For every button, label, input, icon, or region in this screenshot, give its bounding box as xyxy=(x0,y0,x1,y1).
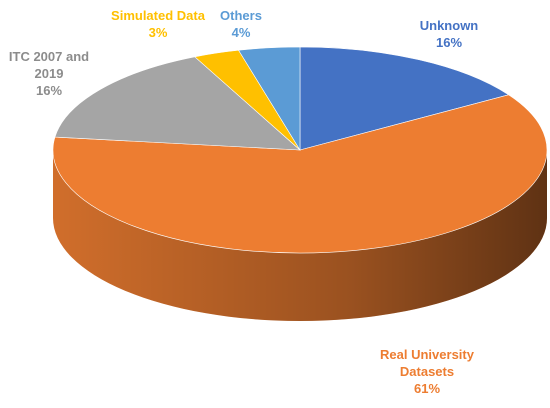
data-label: Unknown 16% xyxy=(404,17,494,51)
percent-label: 3% xyxy=(148,25,168,40)
category-label: Unknown xyxy=(419,18,479,33)
category-label: Others xyxy=(220,8,262,23)
percent-label: 16% xyxy=(435,35,463,50)
category-label: Real University Datasets xyxy=(380,347,474,379)
category-label: ITC 2007 and 2019 xyxy=(8,49,90,81)
slice xyxy=(52,94,548,254)
category-label: Simulated Data xyxy=(111,8,205,23)
data-label: ITC 2007 and 2019 16% xyxy=(0,48,104,99)
slice xyxy=(299,46,510,151)
data-label: Simulated Data 3% xyxy=(98,7,218,41)
data-label: Others 4% xyxy=(211,7,271,41)
percent-label: 61% xyxy=(413,381,441,396)
slice-side-shade xyxy=(53,150,547,321)
slice xyxy=(54,56,301,151)
slice xyxy=(238,46,301,152)
percent-label: 16% xyxy=(35,83,63,98)
data-label: Real University Datasets 61% xyxy=(352,346,502,397)
percent-label: 4% xyxy=(231,25,251,40)
